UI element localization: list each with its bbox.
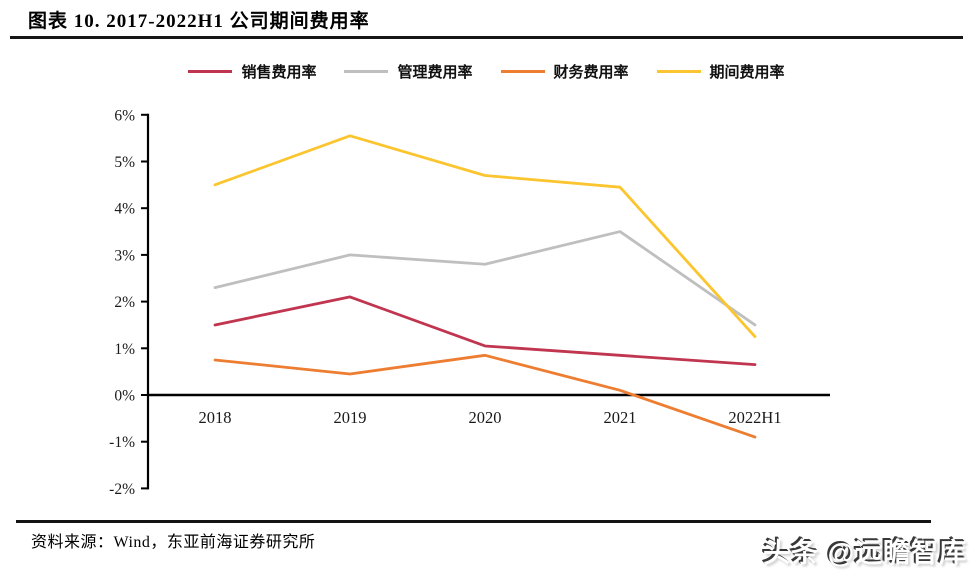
y-tick-label: 3% — [114, 247, 135, 264]
legend-swatch — [656, 69, 701, 73]
source-text: 资料来源：Wind，东亚前海证券研究所 — [31, 534, 316, 551]
y-tick-label: 5% — [114, 154, 135, 171]
series-line-管理费用率 — [213, 230, 757, 327]
y-tick-label: 6% — [114, 107, 135, 124]
legend: 销售费用率 管理费用率 财务费用率 期间费用率 — [0, 60, 973, 82]
watermark: 头条 @远瞻智库 — [763, 538, 967, 568]
series-line-期间费用率 — [213, 134, 757, 339]
x-tick-label: 2019 — [334, 408, 367, 427]
y-tick-label: 2% — [114, 294, 135, 311]
legend-item: 管理费用率 — [344, 61, 473, 82]
x-tick-label: 2020 — [469, 408, 502, 427]
series-line-财务费用率 — [213, 353, 757, 439]
legend-label: 期间费用率 — [709, 64, 785, 81]
legend-swatch — [188, 69, 233, 73]
y-tick-label: -1% — [109, 434, 135, 451]
legend-item: 期间费用率 — [656, 61, 785, 82]
title-underline — [10, 36, 963, 39]
legend-item: 销售费用率 — [188, 61, 316, 82]
legend-swatch — [344, 69, 389, 73]
source-divider — [16, 520, 931, 523]
page-title: 图表 10. 2017-2022H1 公司期间费用率 — [28, 11, 370, 32]
legend-item: 财务费用率 — [500, 61, 629, 82]
legend-label: 财务费用率 — [553, 64, 629, 81]
x-tick-label: 2021 — [604, 408, 637, 427]
legend-label: 管理费用率 — [397, 64, 473, 81]
y-tick-label: -2% — [109, 481, 135, 498]
series-line-销售费用率 — [213, 295, 757, 367]
y-tick-label: 1% — [114, 341, 135, 358]
x-tick-label: 2018 — [199, 408, 232, 427]
y-tick-label: 4% — [114, 201, 135, 218]
legend-label: 销售费用率 — [241, 64, 317, 81]
legend-swatch — [500, 69, 545, 73]
y-tick-label: 0% — [114, 388, 135, 405]
x-tick-label: 2022H1 — [728, 408, 781, 427]
